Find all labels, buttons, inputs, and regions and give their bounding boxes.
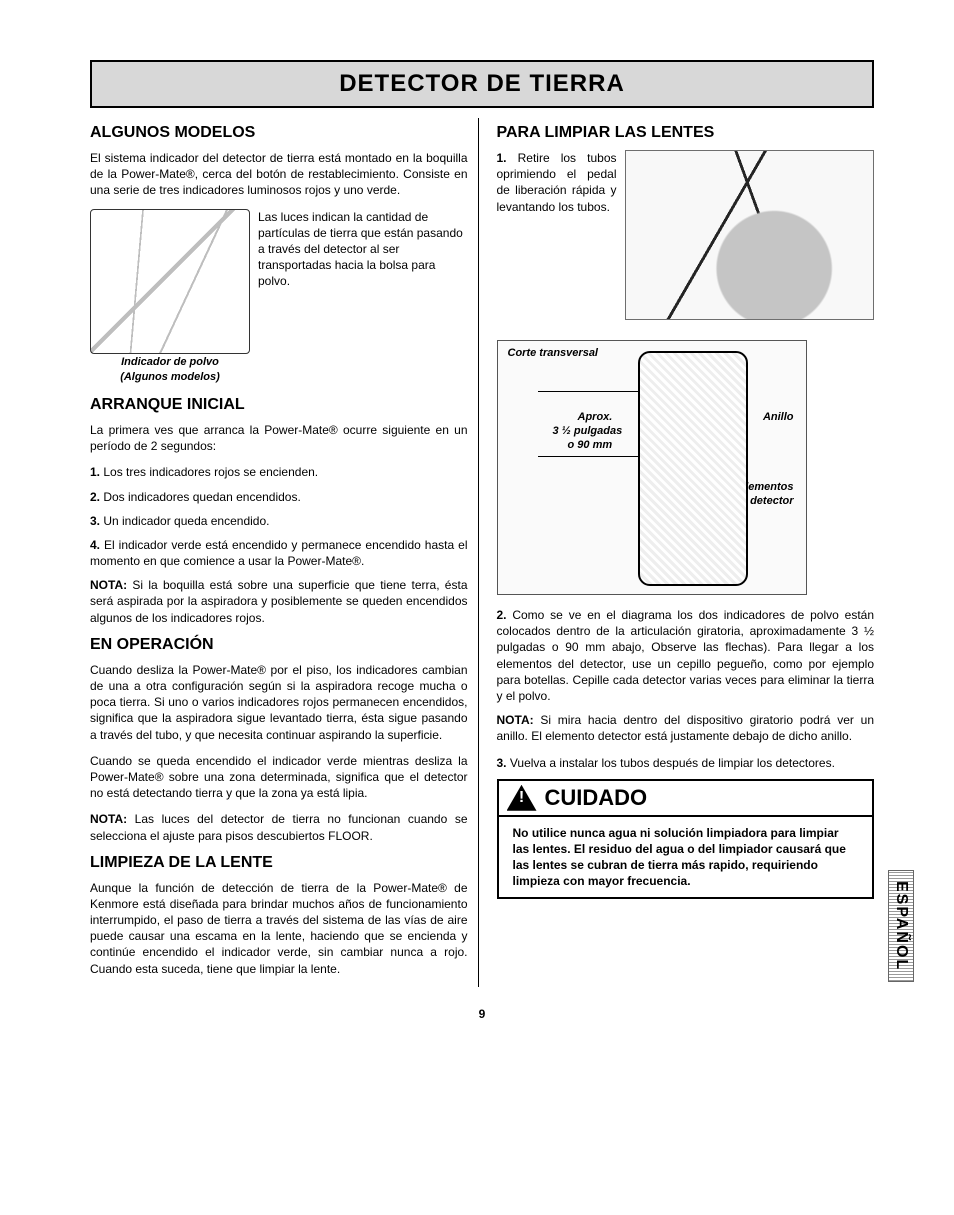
heading-limpieza-lente: LIMPIEZA DE LA LENTE bbox=[90, 854, 468, 872]
nota-2: NOTA: Las luces del detector de tierra n… bbox=[90, 811, 468, 843]
heading-en-operacion: EN OPERACIÓN bbox=[90, 636, 468, 654]
limpiar-step-3: 3. Vuelva a instalar los tubos después d… bbox=[497, 755, 875, 771]
warning-title: CUIDADO bbox=[545, 785, 648, 811]
arranque-step-4-text: El indicador verde está encendido y perm… bbox=[90, 538, 468, 568]
left-column: ALGUNOS MODELOS El sistema indicador del… bbox=[90, 118, 479, 987]
para-limpieza-lente: Aunque la función de detección de tierra… bbox=[90, 880, 468, 977]
heading-arranque-inicial: ARRANQUE INICIAL bbox=[90, 396, 468, 414]
arranque-step-3: 3. Un indicador queda encendido. bbox=[90, 513, 468, 529]
limpiar-step-3-text: Vuelva a instalar los tubos después de l… bbox=[510, 756, 835, 770]
heading-algunos-modelos: ALGUNOS MODELOS bbox=[90, 124, 468, 142]
label-o90: o 90 mm bbox=[568, 439, 613, 451]
right-column: PARA LIMPIAR LAS LENTES 1. Retire los tu… bbox=[493, 118, 875, 987]
nota-3-text: Si mira hacia dentro del dispositivo gir… bbox=[497, 713, 875, 743]
two-column-layout: ALGUNOS MODELOS El sistema indicador del… bbox=[90, 118, 874, 987]
figure-row-2: 1. Retire los tubos oprimiendo el pedal … bbox=[497, 150, 875, 328]
nota-label: NOTA: bbox=[90, 578, 127, 592]
title-box: DETECTOR DE TIERRA bbox=[90, 60, 874, 108]
arranque-step-3-text: Un indicador queda encendido. bbox=[103, 514, 269, 528]
figure-3-illustration: Corte transversal Aprox. 3 ½ pulgadas o … bbox=[497, 340, 807, 595]
page-title: DETECTOR DE TIERRA bbox=[92, 70, 872, 98]
para-arranque-inicial: La primera ves que arranca la Power-Mate… bbox=[90, 422, 468, 454]
arranque-step-2: 2. Dos indicadores quedan encendidos. bbox=[90, 489, 468, 505]
figure-1-wrap: Indicador de polvo (Algunos modelos) bbox=[90, 209, 250, 384]
page-number: 9 bbox=[90, 1007, 874, 1021]
arranque-step-2-text: Dos indicadores quedan encendidos. bbox=[103, 490, 300, 504]
arranque-step-4: 4. El indicador verde está encendido y p… bbox=[90, 537, 468, 569]
label-medida: 3 ½ pulgadas bbox=[553, 425, 623, 437]
limpiar-step-2: 2. Como se ve en el diagrama los dos ind… bbox=[497, 607, 875, 704]
vacuum-nozzle-drawing bbox=[91, 210, 249, 353]
nota-1: NOTA: Si la boquilla está sobre una supe… bbox=[90, 577, 468, 626]
warning-triangle-icon bbox=[507, 785, 537, 811]
warning-body-text: No utilice nunca agua ni solución limpia… bbox=[499, 817, 873, 898]
nota-2-text: Las luces del detector de tierra no func… bbox=[90, 812, 468, 842]
para-operacion-2: Cuando se queda encendido el indicador v… bbox=[90, 753, 468, 802]
cross-section-drawing bbox=[638, 351, 748, 586]
figure-1-side-text: Las luces indican la cantidad de partícu… bbox=[258, 209, 468, 384]
page-container: DETECTOR DE TIERRA ALGUNOS MODELOS El si… bbox=[0, 0, 954, 1051]
language-side-tab: ESPAÑOL bbox=[888, 870, 914, 982]
para-algunos-modelos: El sistema indicador del detector de tie… bbox=[90, 150, 468, 199]
label-anillo: Anillo bbox=[763, 411, 794, 423]
figure-2-illustration bbox=[625, 150, 875, 320]
heading-para-limpiar: PARA LIMPIAR LAS LENTES bbox=[497, 124, 875, 142]
para-operacion-1: Cuando desliza la Power-Mate® por el pis… bbox=[90, 662, 468, 743]
arranque-step-1-text: Los tres indicadores rojos se encienden. bbox=[103, 465, 318, 479]
figure-row-1: Indicador de polvo (Algunos modelos) Las… bbox=[90, 209, 468, 384]
label-corte-transversal: Corte transversal bbox=[508, 347, 599, 359]
warning-header: CUIDADO bbox=[499, 781, 873, 817]
figure-1-caption-line1: Indicador de polvo bbox=[90, 356, 250, 369]
nota-3: NOTA: Si mira hacia dentro del dispositi… bbox=[497, 712, 875, 744]
figure-1-illustration bbox=[90, 209, 250, 354]
limpiar-step-1: 1. Retire los tubos oprimiendo el pedal … bbox=[497, 150, 617, 215]
warning-box: CUIDADO No utilice nunca agua ni solució… bbox=[497, 779, 875, 900]
arranque-step-1: 1. Los tres indicadores rojos se enciend… bbox=[90, 464, 468, 480]
label-aprox: Aprox. bbox=[578, 411, 613, 423]
limpiar-step-2-text: Como se ve en el diagrama los dos indica… bbox=[497, 608, 875, 703]
figure-1-caption-line2: (Algunos modelos) bbox=[90, 371, 250, 384]
nota-label-2: NOTA: bbox=[90, 812, 127, 826]
nota-label-3: NOTA: bbox=[497, 713, 534, 727]
nota-1-text: Si la boquilla está sobre una superficie… bbox=[90, 578, 468, 624]
